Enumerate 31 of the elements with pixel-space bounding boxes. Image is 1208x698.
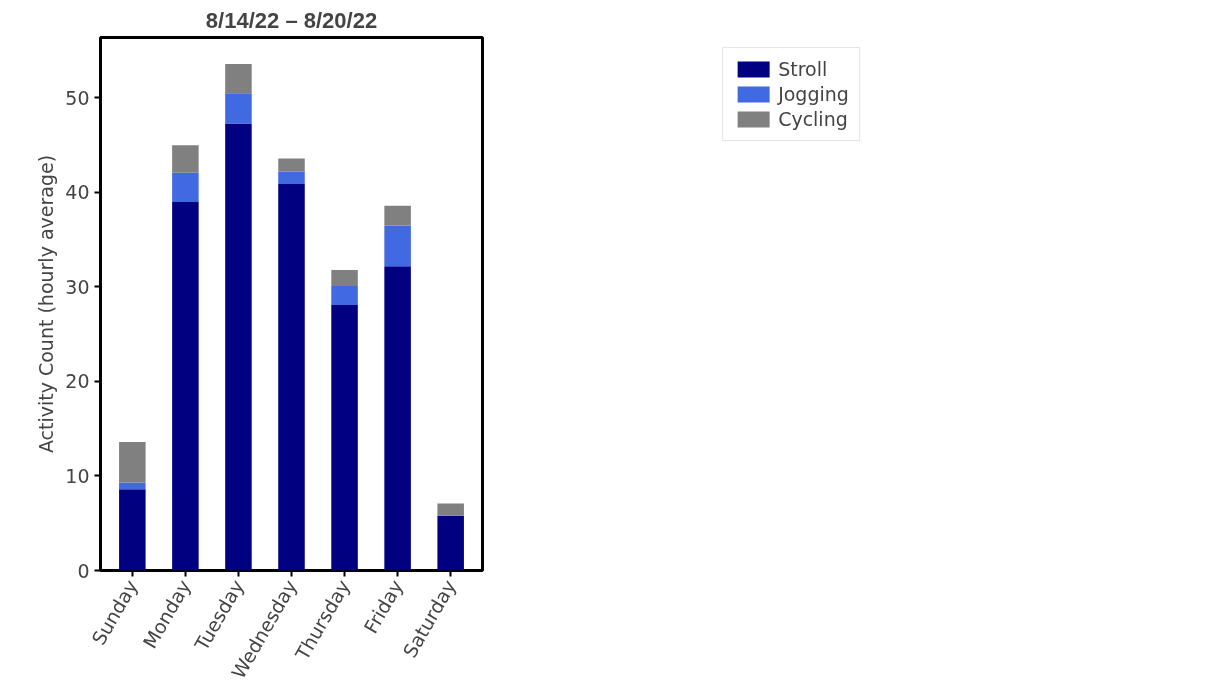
bar xyxy=(384,266,411,571)
y-tick-label: 50 xyxy=(65,86,90,109)
bar xyxy=(225,93,252,124)
legend-label: Jogging xyxy=(778,83,849,105)
chart-title: 8/14/22 – 8/20/22 xyxy=(205,7,378,33)
bar xyxy=(437,515,464,571)
legend-label: Cycling xyxy=(778,108,848,130)
y-tick-label: 20 xyxy=(65,370,90,393)
bar xyxy=(225,63,252,94)
bar xyxy=(278,171,305,184)
y-tick-label: 10 xyxy=(65,465,90,487)
bar xyxy=(384,205,411,226)
y-tick-label: 40 xyxy=(65,181,90,204)
bar xyxy=(437,503,464,516)
y-axis-title: Activity Count (hourly average) xyxy=(35,154,58,454)
bar xyxy=(119,441,146,483)
bar xyxy=(119,482,146,490)
legend-label: Stroll xyxy=(778,58,828,80)
bar xyxy=(172,145,199,173)
bar xyxy=(384,225,411,267)
bar xyxy=(278,158,305,172)
bar xyxy=(331,286,358,305)
bar xyxy=(331,269,358,287)
bar xyxy=(278,183,305,571)
bar xyxy=(225,123,252,571)
bar xyxy=(119,489,146,571)
bar xyxy=(172,172,199,202)
bar xyxy=(331,304,358,571)
y-tick-label: 0 xyxy=(77,559,90,582)
y-tick-label: 30 xyxy=(65,275,90,298)
bar xyxy=(172,201,199,571)
